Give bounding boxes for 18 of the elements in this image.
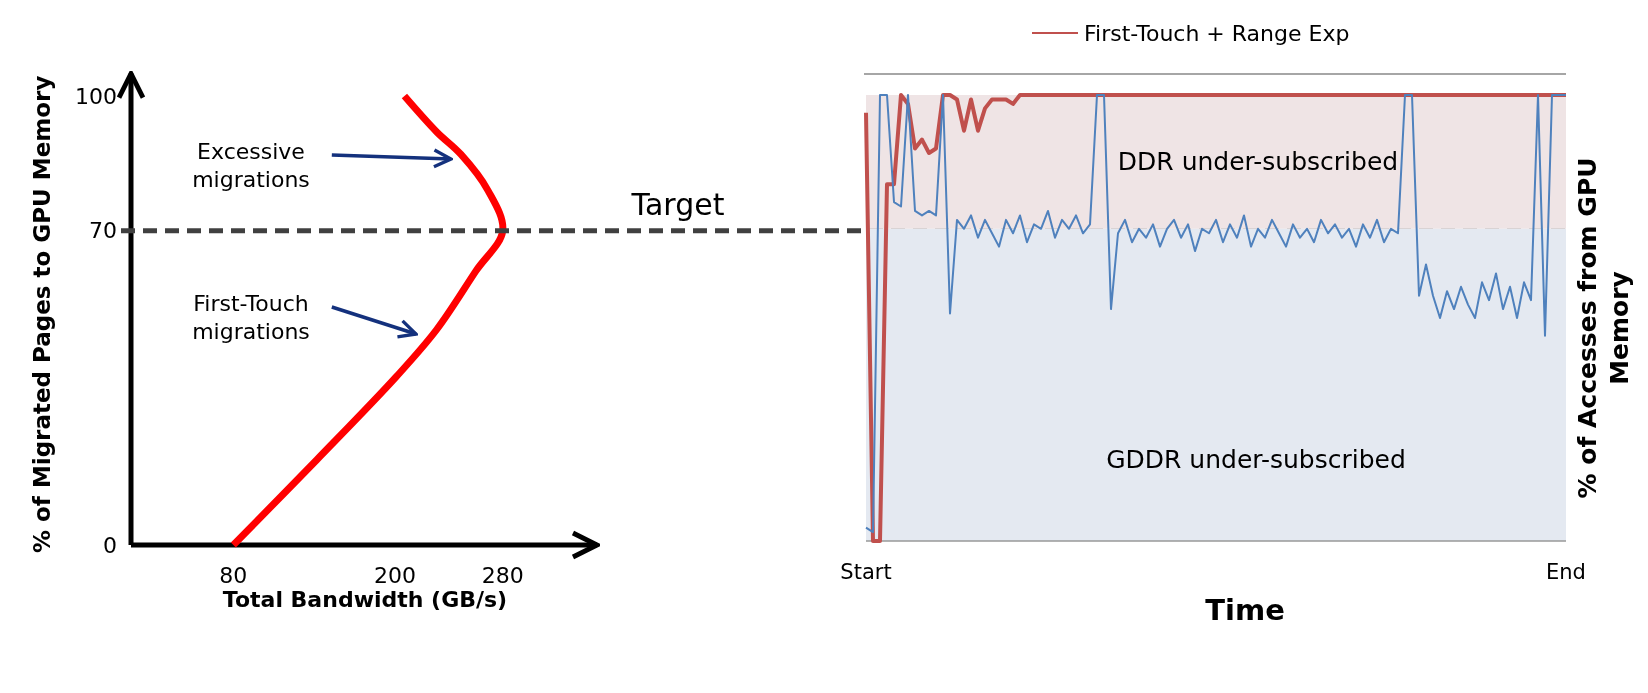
y-tick-label: 100: [75, 83, 117, 109]
annotation: Excessive migrations: [192, 139, 310, 192]
annotation: First-Touch migrations: [192, 291, 310, 344]
y-tick-label: 0: [103, 532, 117, 558]
band-label: DDR under-subscribed: [1117, 147, 1399, 177]
band-label: GDDR under-subscribed: [1106, 445, 1406, 475]
y-axis-title: % of Migrated Pages to GPU Memory: [29, 75, 55, 553]
y-axis-title: % of Accesses from GPU Memory: [1573, 157, 1634, 499]
x-axis-title: Time: [1205, 593, 1285, 627]
x-tick-label: 280: [481, 563, 524, 588]
ref-line-label: Target: [630, 186, 725, 222]
x-tick-label: 200: [373, 563, 416, 588]
x-axis-title: Total Bandwidth (GB/s): [222, 587, 508, 612]
x-tick-label: End: [1546, 560, 1586, 584]
y-tick-label: 70: [89, 218, 117, 244]
x-tick-label: Start: [840, 560, 892, 584]
x-tick-label: 80: [219, 563, 248, 588]
legend-label: First-Touch + Range Exp: [1084, 20, 1350, 46]
